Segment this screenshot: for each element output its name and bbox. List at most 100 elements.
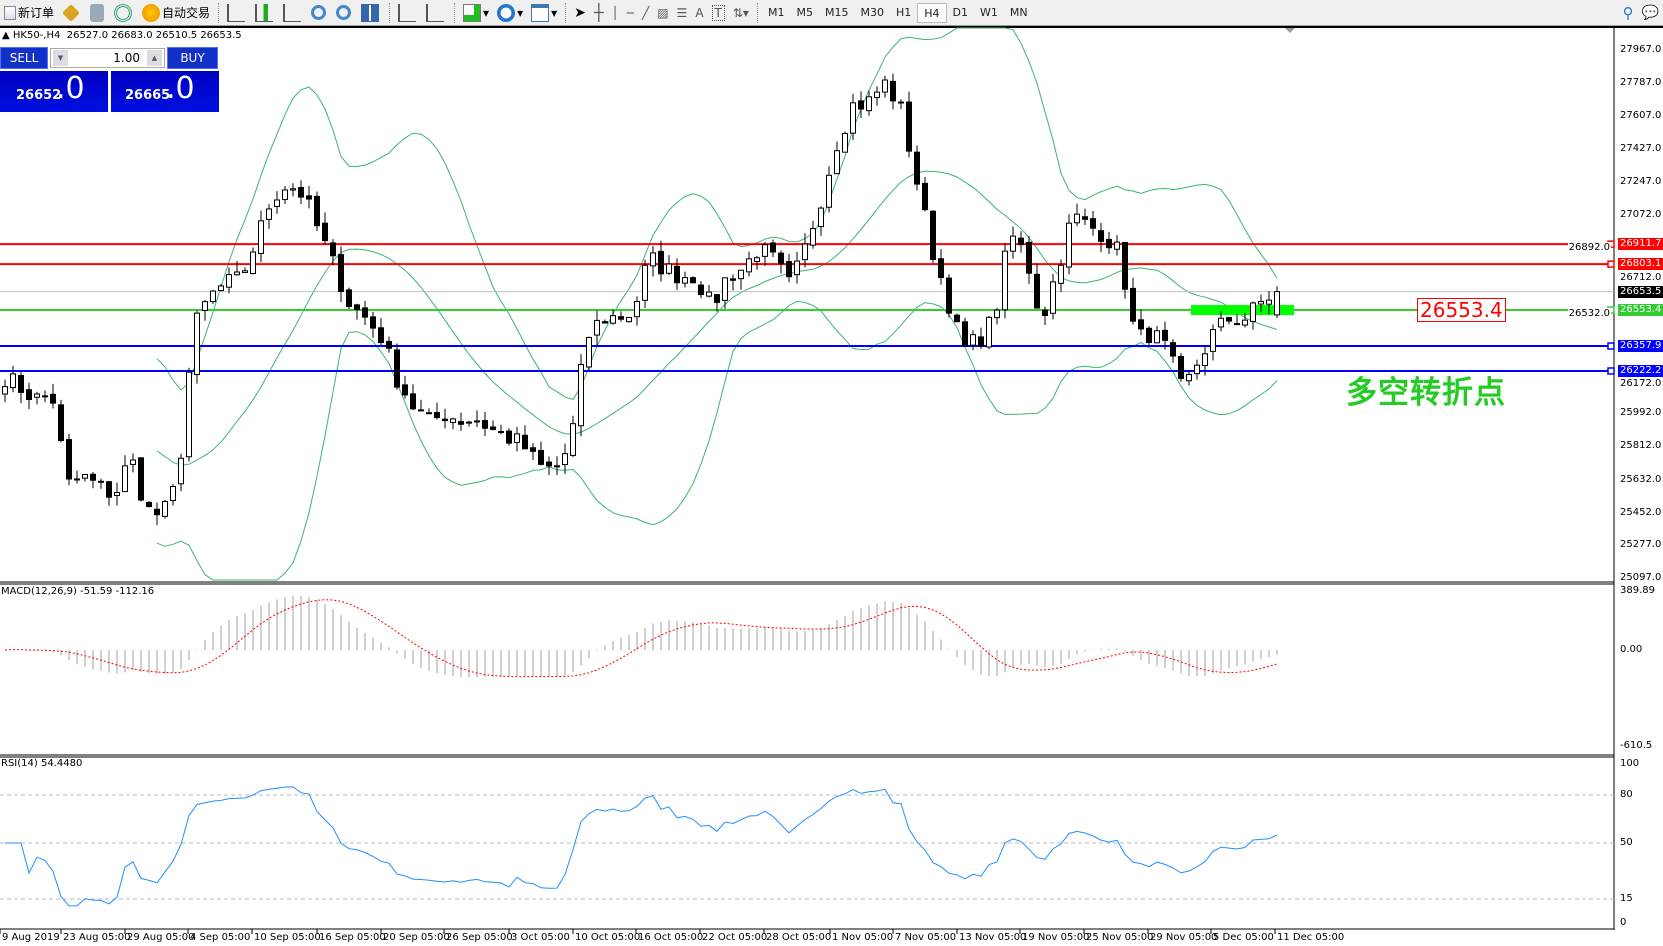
lot-increase-button[interactable]: ▲: [147, 50, 162, 66]
bullish-candle: [706, 291, 712, 297]
price-axis-label: 25277.0: [1620, 538, 1662, 550]
bar-chart-button[interactable]: [223, 2, 251, 24]
bullish-candle: [1074, 213, 1080, 224]
chart-shift-button[interactable]: [422, 2, 450, 24]
toolbar-divider: [389, 2, 391, 23]
bearish-candle: [602, 321, 608, 324]
price-annotation-box[interactable]: 26553.4: [1417, 298, 1506, 322]
auto-trading-button[interactable]: 自动交易: [138, 2, 214, 24]
search-icon: ⚲: [1622, 3, 1634, 22]
bullish-candle: [682, 277, 688, 284]
arrows-button[interactable]: ⇅▾: [729, 2, 753, 24]
chat-icon: 💬: [1641, 4, 1659, 21]
bid-fraction: .0: [56, 71, 85, 106]
bullish-candle: [258, 220, 264, 255]
bearish-candle: [946, 277, 952, 314]
bearish-candle: [1226, 317, 1232, 322]
new-order-button[interactable]: 新订单: [0, 2, 58, 24]
crosshair-icon: ┼: [593, 3, 604, 22]
price-axis-label: 27427.0: [1620, 143, 1662, 155]
equidistant-channel-icon: ▨: [657, 5, 669, 20]
bearish-candle: [386, 340, 392, 349]
fibonacci-button[interactable]: ☰: [673, 2, 692, 24]
timeframe-m30[interactable]: M30: [860, 5, 884, 19]
bullish-candle: [242, 270, 248, 273]
timeframe-mn[interactable]: MN: [1009, 5, 1028, 19]
timeframe-w1[interactable]: W1: [979, 5, 998, 19]
price-axis-label: 25632.0: [1620, 473, 1662, 485]
horizontal-line-button[interactable]: ─: [623, 2, 638, 24]
bullish-candle: [130, 459, 136, 465]
bullish-candle: [1258, 301, 1264, 305]
time-axis-label: 28 Oct 05:00: [766, 932, 832, 943]
navigator-icon: [114, 3, 133, 22]
text-label-button[interactable]: T: [708, 2, 729, 24]
market-watch-icon: [62, 3, 80, 22]
trendline-button[interactable]: ╱: [638, 2, 653, 24]
line-chart-button[interactable]: [279, 2, 307, 24]
symbol-ohlc: 26527.0 26683.0 26510.5 26653.5: [66, 30, 242, 41]
indicators-button[interactable]: ▾: [459, 2, 493, 24]
lot-decrease-button[interactable]: ▼: [53, 50, 68, 66]
data-window-button[interactable]: [86, 2, 110, 24]
bullish-candle: [122, 465, 128, 493]
market-watch-button[interactable]: [58, 2, 86, 24]
bearish-candle: [66, 439, 72, 480]
timeframe-h1[interactable]: H1: [895, 5, 912, 19]
arrows-icon: ⇅▾: [732, 5, 749, 20]
bullish-candle: [1250, 302, 1256, 322]
line-chart-icon: [283, 3, 302, 22]
bullish-candle: [626, 316, 632, 323]
bullish-candle: [210, 290, 216, 303]
chat-button[interactable]: 💬: [1638, 2, 1663, 24]
equidistant-channel-button[interactable]: ▨: [653, 2, 672, 24]
navigator-button[interactable]: [110, 2, 138, 24]
bearish-candle: [138, 457, 144, 501]
vertical-line-button[interactable]: │: [608, 2, 623, 24]
bearish-candle: [786, 261, 792, 278]
cursor-button[interactable]: ➤: [570, 2, 590, 24]
timeframe-m15[interactable]: M15: [824, 5, 849, 19]
timeframe-m5[interactable]: M5: [796, 5, 813, 19]
auto-scroll-button[interactable]: [394, 2, 422, 24]
bearish-candle: [954, 314, 960, 323]
tile-windows-button[interactable]: [357, 2, 385, 24]
price-axis-label: 25812.0: [1620, 440, 1662, 452]
bullish-candle: [666, 263, 672, 274]
ask-price-button[interactable]: 26665.0: [111, 71, 219, 112]
lot-size-stepper[interactable]: ▼ 1.00 ▲: [50, 48, 165, 68]
bullish-candle: [98, 480, 104, 483]
bearish-candle: [890, 80, 896, 102]
bearish-candle: [538, 449, 544, 465]
timeframe-h4[interactable]: H4: [917, 2, 947, 23]
bearish-candle: [418, 409, 424, 412]
crosshair-button[interactable]: ┼: [590, 2, 608, 24]
lot-size-input[interactable]: 1.00: [113, 51, 140, 65]
auto-trading-icon: [142, 3, 161, 22]
bullish-candle: [754, 257, 760, 262]
search-button[interactable]: ⚲: [1619, 2, 1638, 24]
bullish-candle: [178, 457, 184, 485]
bearish-candle: [1034, 273, 1040, 309]
zoom-in-button[interactable]: [307, 2, 332, 24]
toolbar-divider: [756, 2, 758, 23]
zoom-out-button[interactable]: [332, 2, 357, 24]
bullish-candle: [794, 260, 800, 276]
candlestick-button[interactable]: [251, 2, 279, 24]
bearish-candle: [1042, 309, 1048, 316]
periods-button[interactable]: ▾: [493, 2, 527, 24]
timeframe-m1[interactable]: M1: [767, 5, 785, 19]
bearish-candle: [658, 250, 664, 275]
timeframe-d1[interactable]: D1: [952, 5, 968, 19]
chart-area[interactable]: [0, 26, 1663, 946]
bid-price-button[interactable]: 26652.0: [0, 71, 108, 112]
templates-button[interactable]: ▾: [527, 2, 561, 24]
sell-button[interactable]: SELL: [0, 47, 48, 69]
text-button[interactable]: A: [691, 2, 707, 24]
vertical-line-icon: │: [611, 5, 619, 20]
turning-point-annotation[interactable]: 多空转折点: [1346, 375, 1506, 411]
buy-button[interactable]: BUY: [167, 47, 218, 69]
bullish-candle: [498, 431, 504, 434]
level-anchor-handle: [1607, 260, 1615, 268]
periods-icon: [497, 3, 516, 22]
